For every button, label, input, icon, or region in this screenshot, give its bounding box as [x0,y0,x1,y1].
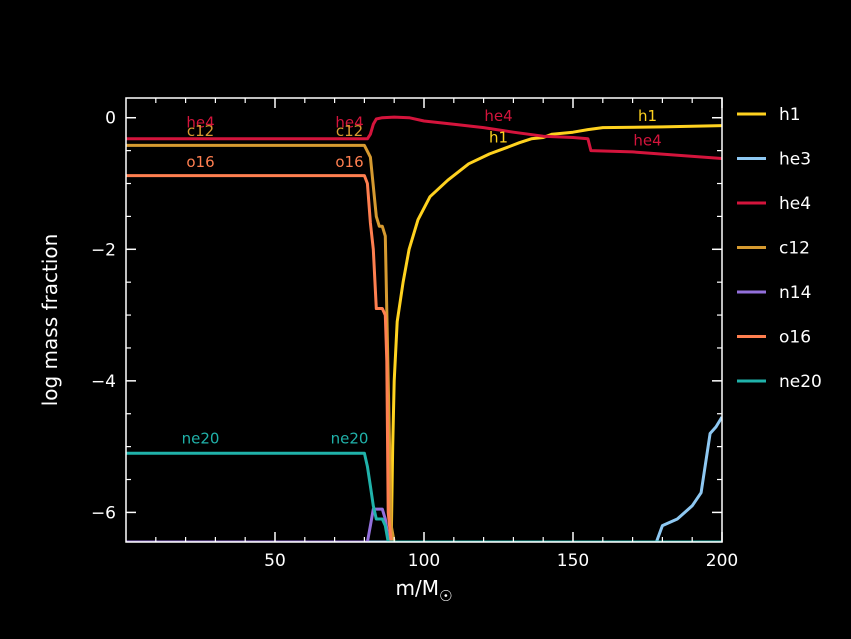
annotation-label: he4 [484,107,512,125]
annotation-label: o16 [335,153,363,171]
legend-label-he4: he4 [779,194,811,214]
x-tick-label: 100 [408,551,440,571]
annotation-label: h1 [489,129,508,147]
annotation-label: ne20 [331,429,369,447]
x-axis-label-main: m/M [396,576,439,600]
y-tick-label: −6 [91,503,116,523]
plot-lines [126,115,722,542]
series-line-he4 [126,115,722,160]
x-tick-label: 150 [557,551,589,571]
x-axis-label-subscript: ☉ [439,587,452,605]
series-line-c12 [126,143,396,542]
series-line-ne20 [126,451,722,542]
x-tick-label: 200 [706,551,738,571]
series-line-o16 [126,174,393,542]
legend-label-n14: n14 [779,283,811,303]
axis-ticks: 50 100 150 200 0 −2 −4 −6 [91,98,738,571]
annotation-label: ne20 [182,429,220,447]
legend-label-h1: h1 [779,105,801,125]
y-tick-label: −2 [91,240,116,260]
annotation-label: h1 [638,107,657,125]
annotation-label: o16 [186,153,214,171]
series-line-h1 [126,124,722,542]
annotation-label: c12 [187,122,214,140]
annotation-label: he4 [335,114,363,132]
legend-label-ne20: ne20 [779,372,822,392]
legend-label-o16: o16 [779,328,811,348]
annotation-label: c12 [336,122,363,140]
annotation-label: he4 [186,114,214,132]
y-tick-label: −4 [91,372,116,392]
y-axis-label: log mass fraction [38,234,62,407]
legend: h1 he3 he4 c12 n14 o16 ne20 [737,105,822,392]
series-line-he3 [126,416,722,542]
x-axis-label: m/M☉ [396,576,453,605]
y-tick-label: 0 [105,109,116,129]
legend-label-c12: c12 [779,239,810,259]
legend-label-he3: he3 [779,150,811,170]
annotation-label: he4 [633,131,661,149]
x-tick-label: 50 [264,551,286,571]
